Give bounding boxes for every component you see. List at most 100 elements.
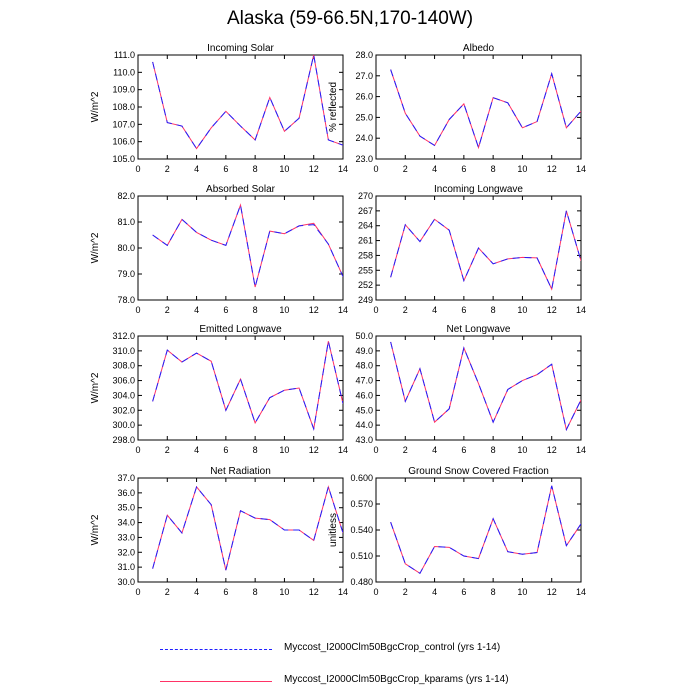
x-tick-label: 2 [165, 587, 170, 597]
plot-frame [137, 477, 344, 583]
y-tick-label: 261 [358, 236, 373, 246]
x-tick-label: 8 [491, 587, 496, 597]
x-tick-label: 0 [373, 445, 378, 455]
y-tick-label: 302.0 [112, 405, 135, 415]
legend-entry-kparams: Myccost_I2000Clm50BgcCrop_kparams (yrs 1… [160, 674, 580, 690]
series-line-kparams [390, 485, 581, 575]
y-tick-label: 36.0 [117, 488, 135, 498]
x-tick-label: 8 [491, 445, 496, 455]
x-tick-label: 10 [517, 445, 527, 455]
series-line-control [152, 203, 343, 288]
y-tick-label: 312.0 [112, 331, 135, 341]
y-tick-label: 110.0 [113, 67, 135, 77]
x-tick-label: 4 [194, 164, 199, 174]
plot-frame [137, 195, 344, 301]
y-tick-label: 0.480 [350, 577, 373, 587]
legend-entry-control: Myccost_I2000Clm50BgcCrop_control (yrs 1… [160, 642, 580, 658]
panel-title: Absorbed Solar [206, 184, 276, 195]
x-tick-label: 6 [223, 445, 228, 455]
series-line-kparams [390, 341, 581, 432]
panel-title: Ground Snow Covered Fraction [408, 466, 549, 477]
y-tick-label: 0.540 [350, 525, 373, 535]
chart-panel-6: Net Longwave 0 2 4 6 8 10 12 14 43.0 44.0 45.0 46.0 4… [355, 324, 586, 455]
y-axis-label: unitless [328, 513, 339, 547]
panel-title: Albedo [463, 43, 495, 54]
y-tick-label: 33.0 [117, 532, 135, 542]
x-tick-label: 2 [403, 587, 408, 597]
x-tick-label: 12 [547, 445, 557, 455]
series-line-kparams [152, 341, 343, 431]
y-tick-label: 27.0 [355, 71, 373, 81]
x-tick-label: 8 [491, 164, 496, 174]
chart-panel-7: Net Radiation 0 2 4 6 8 10 12 14 30.0 31.0 32.0 33.0… [90, 466, 348, 597]
series-line-kparams [152, 485, 343, 571]
y-tick-label: 35.0 [117, 503, 135, 513]
x-tick-label: 8 [253, 164, 258, 174]
series-line-control [390, 69, 581, 150]
x-tick-label: 0 [135, 164, 140, 174]
x-tick-label: 14 [576, 305, 586, 315]
y-tick-label: 0.570 [350, 499, 373, 509]
y-tick-label: 79.0 [117, 269, 135, 279]
y-tick-label: 0.600 [350, 473, 373, 483]
legend-swatch-kparams [160, 681, 272, 682]
y-tick-label: 50.0 [355, 331, 373, 341]
y-tick-label: 48.0 [355, 361, 373, 371]
plot-frame [137, 335, 344, 441]
x-tick-label: 6 [461, 587, 466, 597]
y-axis-label: W/m^2 [90, 232, 101, 263]
legend-label-control: Myccost_I2000Clm50BgcCrop_control (yrs 1… [284, 642, 501, 653]
y-tick-label: 0.510 [350, 551, 373, 561]
x-tick-label: 2 [165, 445, 170, 455]
x-tick-label: 2 [403, 305, 408, 315]
y-tick-label: 43.0 [355, 435, 373, 445]
x-tick-label: 0 [135, 305, 140, 315]
y-tick-label: 107.0 [112, 119, 135, 129]
y-tick-label: 105.0 [112, 154, 135, 164]
y-tick-label: 270 [358, 191, 373, 201]
y-tick-label: 264 [358, 221, 373, 231]
y-tick-label: 47.0 [355, 376, 373, 386]
chart-panel-3: Absorbed Solar 0 2 4 6 8 10 12 14 78.0 79.0 80.0 81.… [90, 184, 348, 315]
panel-title: Net Longwave [447, 324, 511, 335]
y-tick-label: 310.0 [112, 346, 135, 356]
x-tick-label: 2 [165, 305, 170, 315]
chart-panel-5: Emitted Longwave 0 2 4 6 8 10 12 14 298.0 300.0 302… [90, 324, 348, 455]
x-tick-label: 0 [373, 587, 378, 597]
x-tick-label: 4 [432, 445, 437, 455]
x-tick-label: 8 [491, 305, 496, 315]
x-tick-label: 10 [517, 587, 527, 597]
y-tick-label: 304.0 [112, 390, 135, 400]
y-tick-label: 255 [358, 265, 373, 275]
y-tick-label: 298.0 [112, 435, 135, 445]
y-axis-label: W/m^2 [90, 372, 101, 403]
y-tick-label: 106.0 [112, 137, 135, 147]
x-tick-label: 14 [576, 164, 586, 174]
x-tick-label: 4 [194, 305, 199, 315]
x-tick-label: 12 [309, 445, 319, 455]
x-tick-label: 6 [461, 305, 466, 315]
series-line-kparams [152, 55, 343, 150]
x-tick-label: 0 [373, 305, 378, 315]
x-tick-label: 6 [223, 587, 228, 597]
y-axis-label: % reflected [328, 82, 339, 132]
y-axis-label: W/m^2 [90, 91, 101, 122]
legend-swatch-control [160, 649, 272, 650]
x-tick-label: 8 [253, 587, 258, 597]
x-tick-label: 0 [373, 164, 378, 174]
x-tick-label: 4 [432, 164, 437, 174]
x-tick-label: 4 [194, 445, 199, 455]
x-tick-label: 12 [309, 305, 319, 315]
x-tick-label: 14 [338, 305, 348, 315]
x-tick-label: 0 [135, 587, 140, 597]
y-tick-label: 258 [358, 250, 373, 260]
plot-frame [137, 54, 344, 160]
y-tick-label: 109.0 [112, 85, 135, 95]
x-tick-label: 12 [547, 164, 557, 174]
x-tick-label: 14 [576, 587, 586, 597]
x-tick-label: 4 [432, 587, 437, 597]
plot-frame [375, 195, 582, 301]
figure-title: Alaska (59-66.5N,170-140W) [226, 8, 474, 29]
chart-panel-2: Albedo 0 2 4 6 8 10 12 14 23.0 24.0 25.0 26.0 27.0 28.… [328, 43, 586, 174]
